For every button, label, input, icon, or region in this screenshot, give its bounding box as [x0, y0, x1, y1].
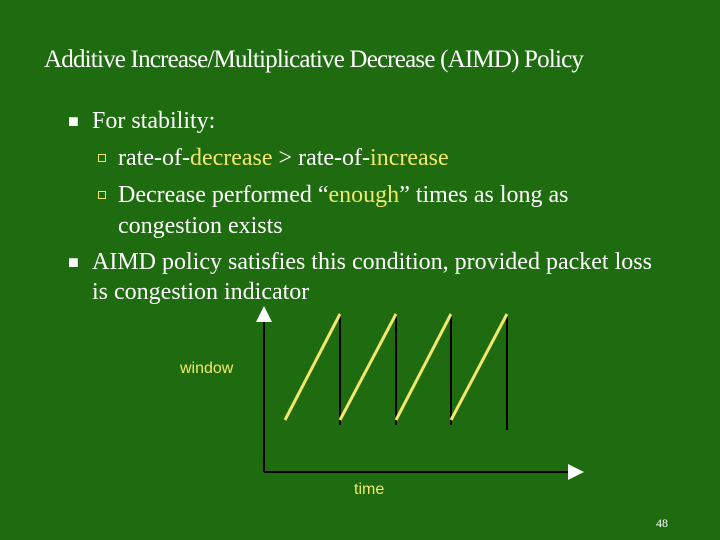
slide-title: Additive Increase/Multiplicative Decreas… — [44, 46, 584, 73]
bullet-square-icon: ■ — [68, 111, 79, 131]
increase-line — [283, 313, 342, 421]
bullet-text: For stability: — [92, 108, 216, 134]
y-axis-label: window — [180, 360, 234, 377]
increase-line — [338, 313, 398, 421]
increase-line — [394, 313, 453, 421]
increase-line — [449, 313, 509, 421]
bullet-stability: ■ For stability: — [68, 106, 216, 136]
x-axis-label: time — [354, 481, 385, 498]
sub-bullet-square-icon — [98, 154, 106, 162]
bullet-text: AIMD policy satisfies this condition, pr… — [92, 249, 652, 305]
sub-bullet-square-icon — [98, 191, 106, 199]
bullet-square-icon: ■ — [68, 252, 79, 272]
sub-bullet-rate: rate-of-decrease > rate-of-increase — [98, 143, 449, 174]
page-number: 48 — [656, 516, 668, 530]
bullet-aimd-condition: ■ AIMD policy satisfies this condition, … — [68, 247, 652, 307]
sub-bullet-decrease: Decrease performed “enough” times as lon… — [98, 180, 569, 242]
